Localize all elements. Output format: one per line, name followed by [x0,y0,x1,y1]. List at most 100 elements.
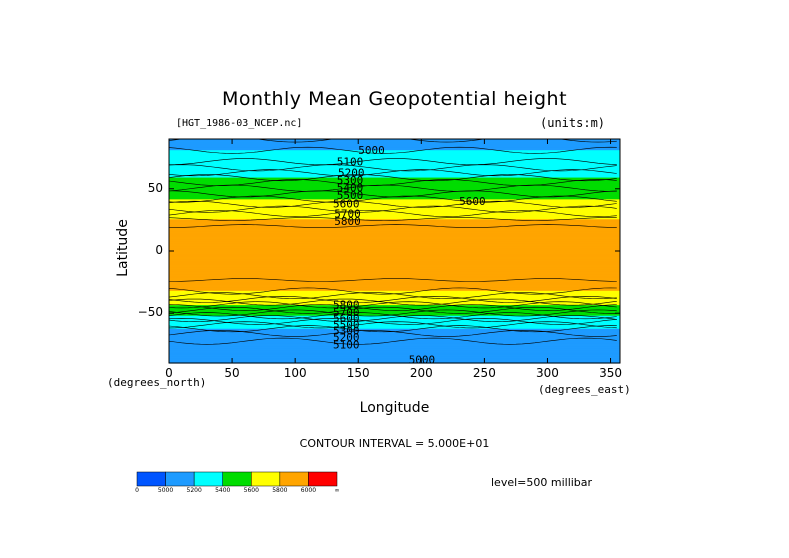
heatmap-band [169,302,620,304]
heatmap-band [169,232,620,235]
heatmap-band [169,265,620,268]
heatmap-band [169,154,620,156]
heatmap-band [169,300,620,302]
heatmap-band [169,191,620,193]
contour-line [168,315,617,323]
heatmap-band [169,221,620,223]
heatmap-band [169,272,620,274]
heatmap-band [169,300,620,302]
heatmap-band [169,168,620,171]
heatmap-band [169,189,620,191]
heatmap-band [169,211,620,214]
heatmap-band [169,155,620,157]
heatmap-band [169,249,620,251]
heatmap-band [169,150,620,152]
heatmap-band [169,224,620,227]
y-tick-label: −50 [137,305,163,320]
heatmap-band [169,278,620,280]
contour-line [168,205,617,213]
contour-line [169,224,617,228]
heatmap-band [169,242,620,244]
contour-label: 5600 [459,195,486,208]
heatmap-band [169,285,620,288]
heatmap-band [169,165,620,167]
x-axis-label: Longitude [359,400,430,416]
y-tick-label: 50 [147,180,163,195]
heatmap-band [169,306,620,308]
heatmap-band [169,246,620,248]
heatmap-band [169,219,620,221]
heatmap-band [169,303,620,306]
heatmap-band [169,239,620,242]
heatmap-band [169,223,620,225]
heatmap-band [169,222,620,224]
heatmap-band [169,163,620,166]
contour-line [168,337,617,345]
heatmap-band [169,320,620,322]
heatmap-band [169,171,620,174]
heatmap-band [169,234,620,237]
colorbar-swatch [251,471,281,487]
heatmap-band [169,354,620,356]
heatmap-band [169,339,620,341]
contour-line [168,295,617,303]
contour-line [168,287,617,295]
heatmap-band [169,359,620,362]
heatmap-band [169,269,620,271]
x-tick-label: 0 [165,366,173,380]
heatmap-band [169,311,620,313]
heatmap-band [169,193,620,195]
heatmap-band [169,316,620,319]
heatmap-band [169,299,620,301]
heatmap-band [169,151,620,153]
heatmap-band [169,142,620,144]
heatmap-band [169,209,620,212]
contour-line [168,306,617,314]
contour-label: 5500 [333,318,360,331]
heatmap-band [169,177,620,179]
heatmap-band [169,313,620,315]
heatmap-band [169,348,620,350]
units-label: (units:m) [540,116,606,130]
heatmap-band [169,257,620,259]
heatmap-band [169,274,620,276]
heatmap-band [169,298,620,300]
heatmap-band [169,156,620,158]
heatmap-band [169,277,620,279]
heatmap-band [169,148,620,150]
colorbar-swatch [165,471,195,487]
contour-label: 5000 [409,353,436,366]
heatmap-band [169,213,620,215]
heatmap-band [169,167,620,169]
heatmap-band [169,174,620,176]
heatmap-band [169,358,620,360]
heatmap-band [169,288,620,291]
heatmap-band [169,232,620,234]
heatmap-band [169,195,620,197]
contour-line [168,325,617,333]
heatmap-band [169,327,620,329]
heatmap-band [169,215,620,217]
heatmap-band [169,209,620,211]
heatmap-band [169,347,620,349]
heatmap-band [169,336,620,338]
heatmap-band [169,148,620,151]
heatmap-band [169,233,620,235]
heatmap-band [169,178,620,181]
contour-line [168,321,617,329]
heatmap-band [169,153,620,155]
heatmap-band [169,337,620,339]
colorbar-swatch [279,471,309,487]
heatmap-band [169,259,620,261]
heatmap-band [169,280,620,282]
heatmap-band [169,237,620,239]
heatmap-band [169,200,620,202]
heatmap-band [169,218,620,220]
heatmap-band [169,315,620,317]
contour-label: 5100 [333,338,360,351]
heatmap-band [169,284,620,286]
heatmap-band [169,157,620,159]
heatmap-band [169,214,620,216]
heatmap-band [169,162,620,164]
heatmap-band [169,267,620,270]
